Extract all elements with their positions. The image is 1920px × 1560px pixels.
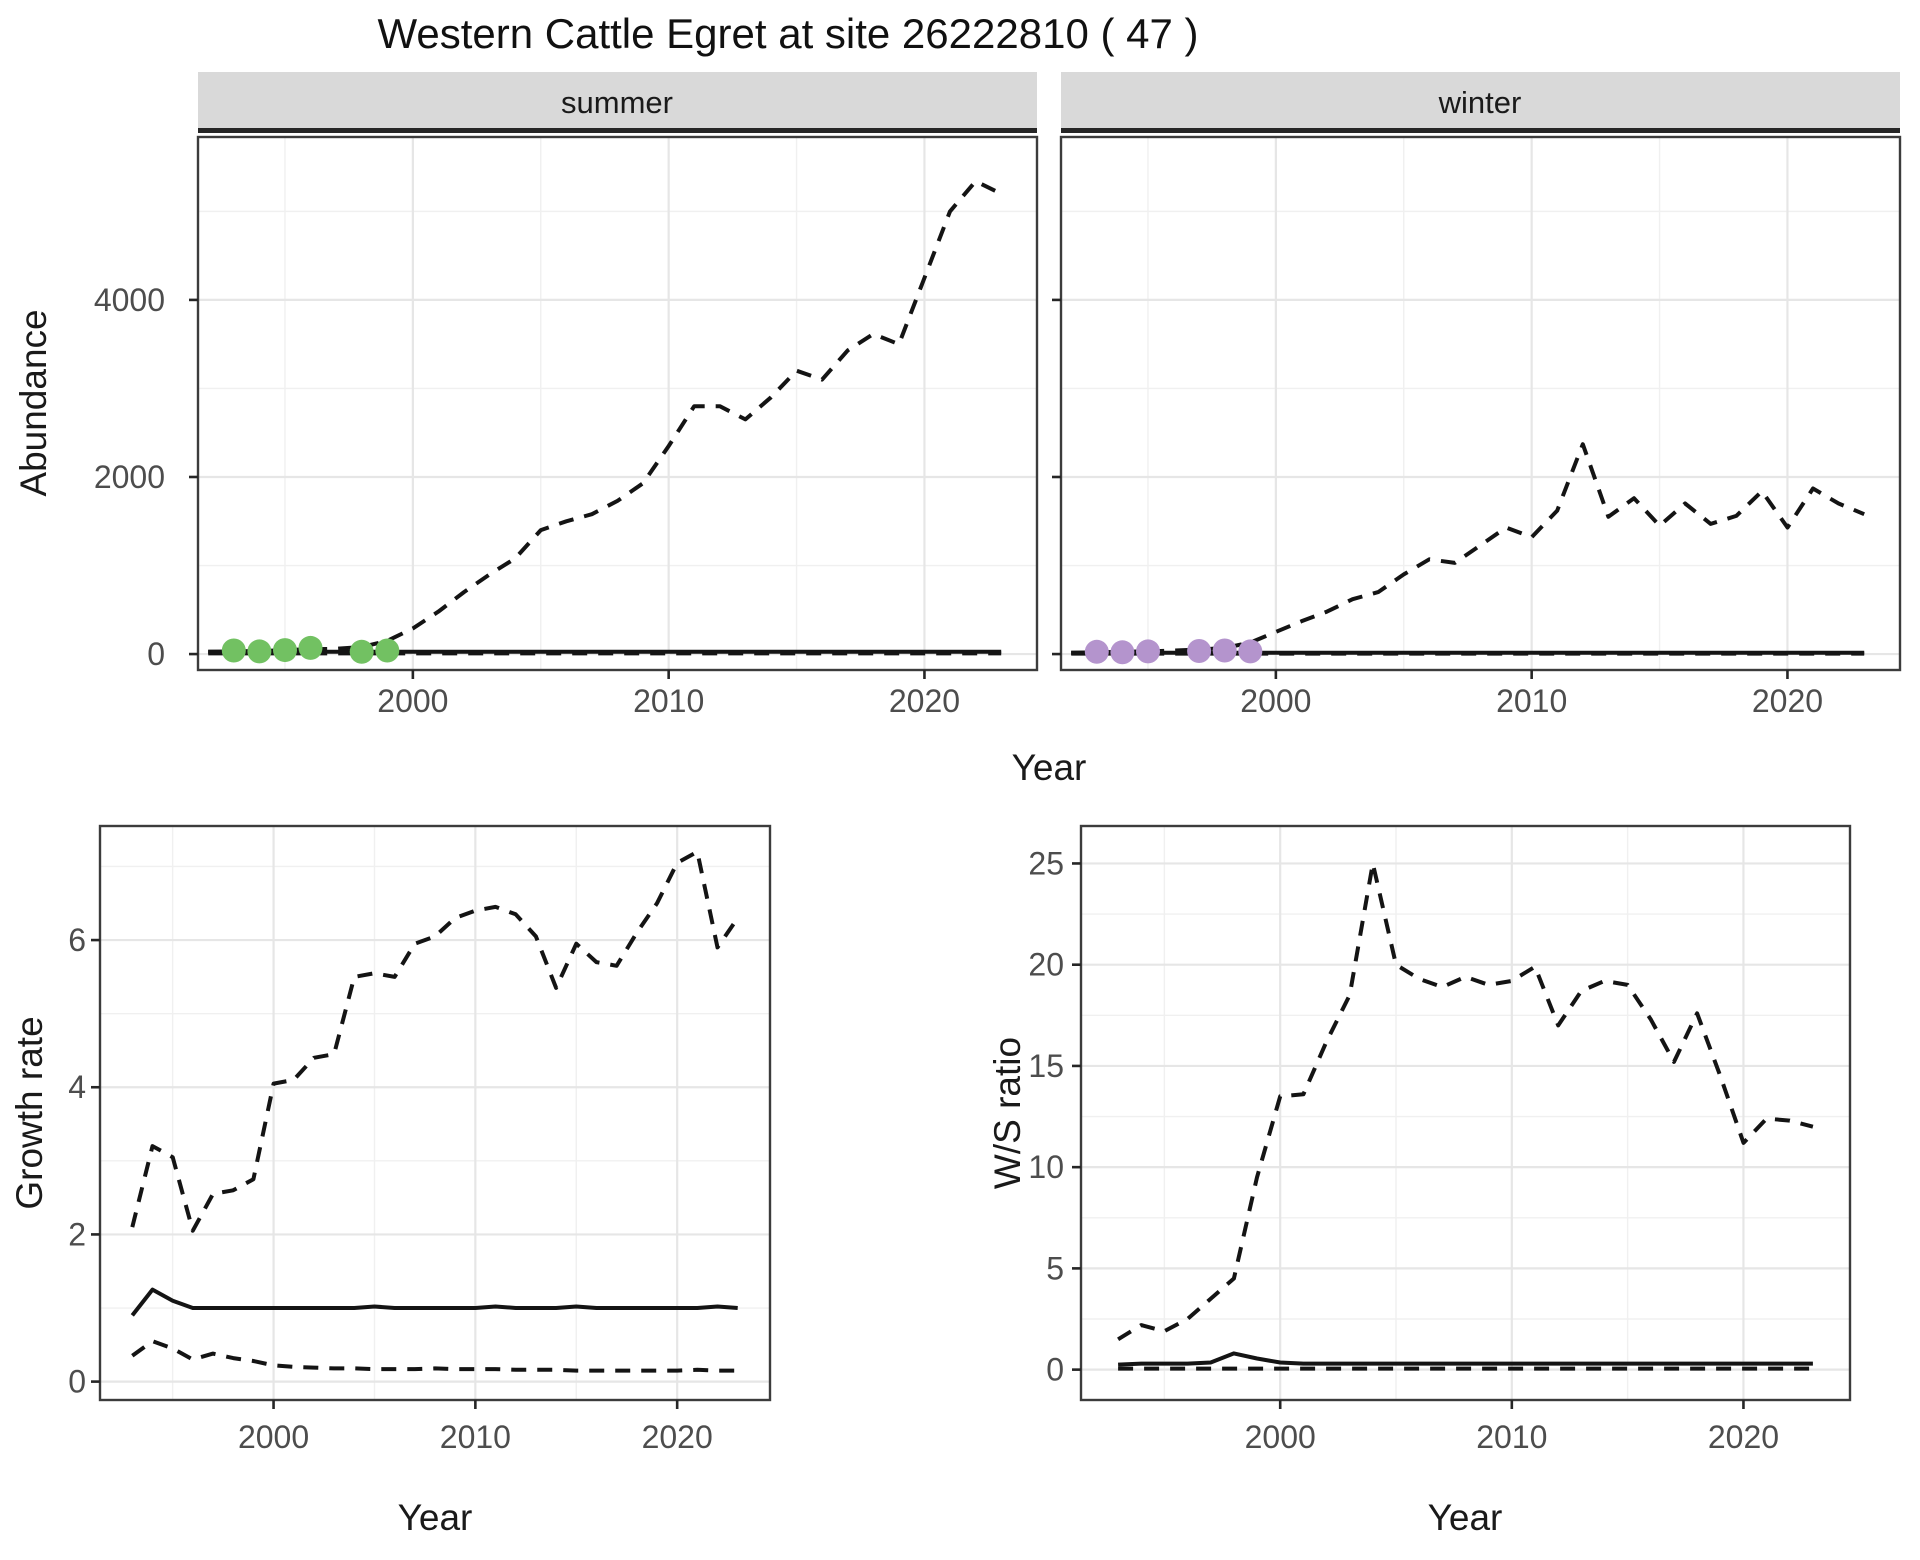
y-tick-label: 4	[68, 1069, 86, 1105]
y-axis-title-ws: W/S ratio	[987, 1037, 1028, 1189]
x-tick-label: 2000	[1240, 683, 1311, 719]
y-tick-label: 2	[68, 1216, 86, 1252]
panel-border	[1059, 135, 1902, 672]
panel-background	[1061, 137, 1900, 670]
y-tick-label: 25	[1028, 845, 1064, 881]
strip-label-summer: summer	[561, 85, 673, 120]
panel-border	[1079, 824, 1852, 1402]
y-axis-title-abundance: Abundance	[13, 309, 54, 496]
data-point-observed_counts	[298, 635, 323, 660]
y-tick-label: 2000	[94, 459, 165, 495]
y-tick-label: 0	[1046, 1352, 1064, 1388]
data-point-observed_counts	[1136, 639, 1160, 664]
panel-ws-ratio: 2000 2010 2020 0 5 10 15 20 25	[1028, 824, 1852, 1455]
data-point-observed_counts	[1084, 639, 1109, 664]
data-point-observed_counts	[1187, 639, 1212, 663]
x-tick-label: 2000	[1245, 1419, 1316, 1455]
strip-summer-bg	[198, 72, 1037, 132]
panel-abundance-summer: 2000 2010 2020 0 2000 4000	[94, 135, 1039, 719]
x-tick-label: 2000	[238, 1419, 309, 1455]
data-point-observed_counts	[375, 638, 400, 663]
x-axis-title-year-growth: Year	[398, 1497, 473, 1538]
y-tick-label: 5	[1046, 1250, 1064, 1286]
x-tick-label: 2020	[889, 683, 960, 719]
x-tick-label: 2010	[1496, 683, 1567, 719]
x-tick-label: 2020	[642, 1419, 713, 1455]
y-tick-label: 4000	[94, 282, 165, 318]
x-axis-title-year-ws: Year	[1428, 1497, 1503, 1538]
x-tick-label: 2020	[1752, 683, 1823, 719]
y-tick-label: 20	[1028, 947, 1064, 983]
y-tick-label: 6	[68, 922, 86, 958]
y-tick-label: 15	[1028, 1048, 1064, 1084]
x-axis-title-year-top: Year	[1012, 747, 1087, 788]
y-axis-title-growth: Growth rate	[9, 1016, 50, 1209]
strip-summer-border	[198, 128, 1037, 133]
series-line-fit	[1118, 1351, 1813, 1367]
x-tick-label: 2000	[377, 683, 448, 719]
series-line-lower_ci	[131, 1339, 738, 1373]
x-tick-label: 2010	[1476, 1419, 1547, 1455]
series-line-upper_ci	[208, 179, 1003, 654]
series-line-upper_ci	[1117, 861, 1814, 1342]
panel-border	[98, 824, 772, 1402]
strip-winter-bg	[1061, 72, 1900, 132]
y-tick-label: 10	[1028, 1149, 1064, 1185]
y-tick-label: 0	[147, 636, 165, 672]
panel-growth-rate: 2000 2010 2020 0 2 4 6	[68, 824, 772, 1455]
plot-title: Western Cattle Egret at site 26222810 ( …	[377, 10, 1198, 57]
data-point-observed_counts	[1238, 639, 1263, 664]
y-tick-label: 0	[68, 1364, 86, 1400]
data-point-observed_counts	[221, 638, 246, 663]
data-point-observed_counts	[247, 639, 272, 664]
data-point-observed_counts	[1110, 640, 1135, 665]
panel-background	[100, 826, 770, 1400]
series-line-fit	[130, 1287, 738, 1317]
x-tick-label: 2020	[1708, 1419, 1779, 1455]
facet-strips: summer winter	[198, 72, 1900, 133]
data-point-observed_counts	[1212, 638, 1237, 663]
panel-background	[1081, 826, 1850, 1400]
strip-label-winter: winter	[1438, 85, 1522, 120]
x-tick-label: 2010	[440, 1419, 511, 1455]
x-tick-label: 2010	[633, 683, 704, 719]
strip-winter-border	[1061, 128, 1900, 133]
data-point-observed_counts	[273, 638, 297, 663]
data-point-observed_counts	[349, 639, 374, 664]
series-line-upper_ci	[130, 849, 740, 1233]
panel-abundance-winter: 2000 2010 2020	[1052, 135, 1902, 719]
panel-background	[198, 137, 1037, 670]
panel-border	[196, 135, 1039, 672]
